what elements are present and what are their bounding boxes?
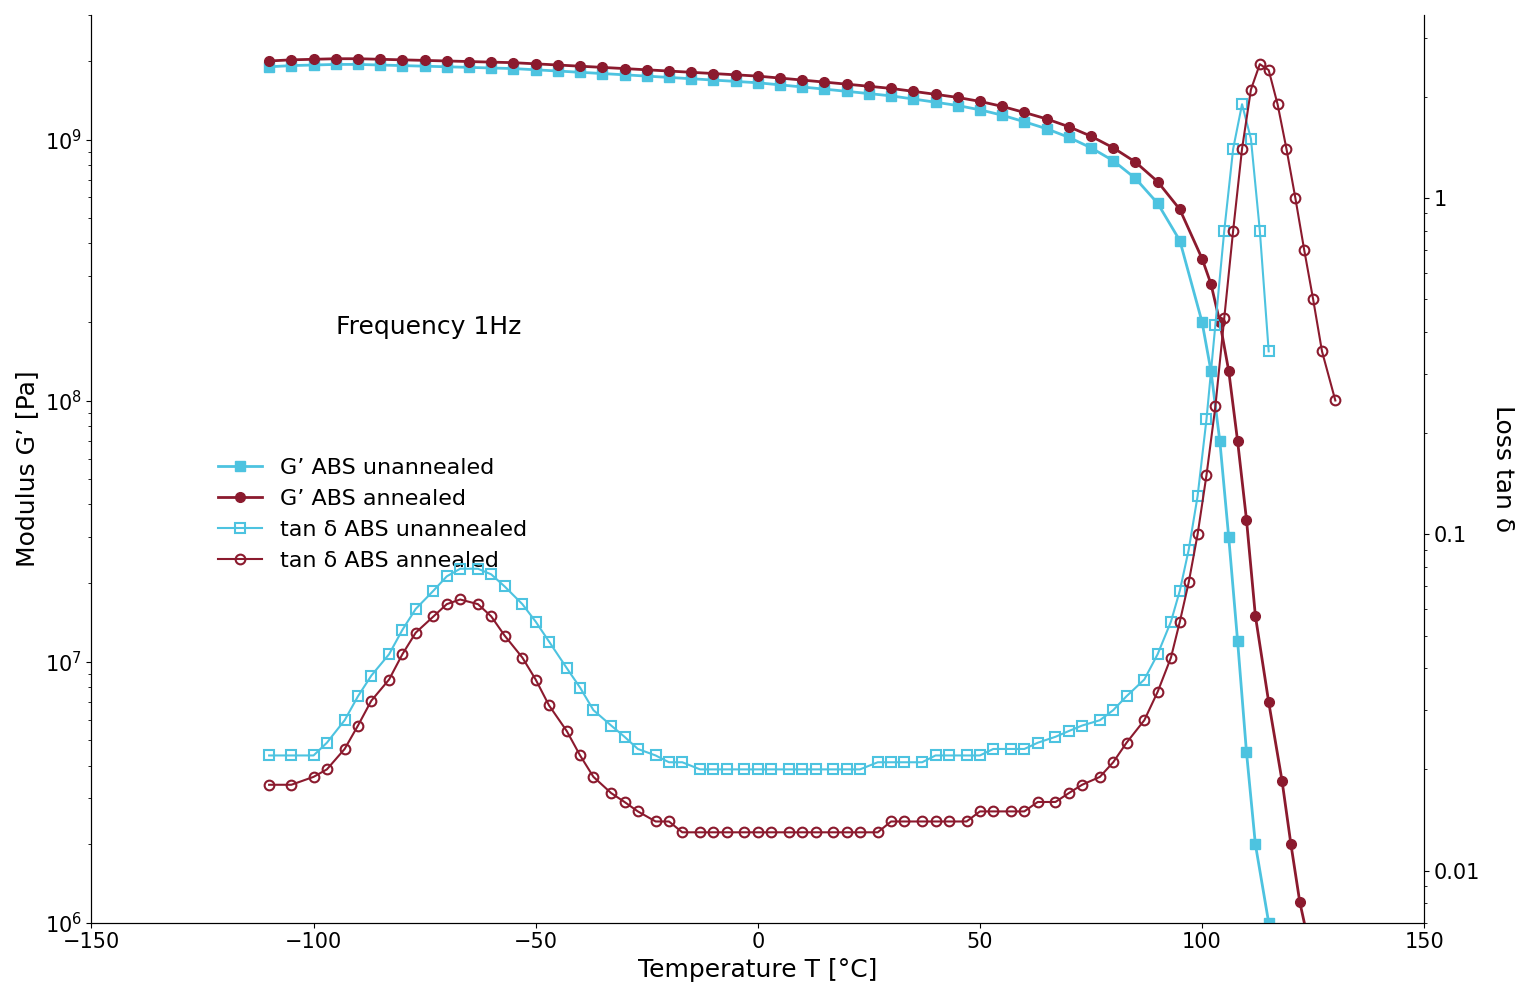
G’ ABS unannealed [482, 62, 500, 74]
G’ ABS unannealed [526, 64, 545, 76]
G’ ABS unannealed [860, 88, 878, 100]
tan δ ABS annealed [1250, 58, 1268, 70]
G’ ABS annealed [260, 55, 278, 67]
G’ ABS unannealed [393, 60, 412, 72]
G’ ABS unannealed [727, 76, 745, 88]
G’ ABS unannealed [1037, 123, 1056, 135]
G’ ABS unannealed [638, 70, 656, 82]
G’ ABS unannealed [1170, 234, 1189, 246]
G’ ABS unannealed [659, 72, 678, 84]
G’ ABS unannealed [881, 90, 900, 102]
G’ ABS unannealed [704, 74, 722, 86]
G’ ABS unannealed [993, 110, 1011, 122]
G’ ABS unannealed [1082, 142, 1100, 154]
G’ ABS unannealed [1016, 116, 1034, 128]
G’ ABS unannealed [1193, 316, 1212, 328]
G’ ABS unannealed [1219, 531, 1238, 543]
G’ ABS unannealed [416, 60, 435, 72]
G’ ABS unannealed [1245, 838, 1264, 850]
G’ ABS unannealed [904, 93, 923, 105]
G’ ABS unannealed [326, 59, 344, 71]
G’ ABS annealed [326, 53, 344, 65]
G’ ABS unannealed [771, 79, 789, 91]
tan δ ABS unannealed [260, 750, 278, 762]
G’ ABS annealed [1201, 278, 1219, 290]
tan δ ABS annealed [673, 827, 692, 838]
G’ ABS unannealed [837, 86, 855, 98]
G’ ABS unannealed [970, 104, 988, 116]
tan δ ABS unannealed [629, 743, 647, 755]
tan δ ABS unannealed [1002, 743, 1021, 755]
G’ ABS unannealed [793, 81, 811, 93]
G’ ABS annealed [1037, 113, 1056, 125]
X-axis label: Temperature T [°C]: Temperature T [°C] [638, 958, 878, 982]
Y-axis label: Loss tan δ: Loss tan δ [1492, 406, 1515, 532]
tan δ ABS annealed [1327, 395, 1345, 407]
tan δ ABS unannealed [958, 750, 976, 762]
tan δ ABS annealed [1135, 714, 1154, 726]
G’ ABS unannealed [682, 73, 701, 85]
tan δ ABS unannealed [1215, 224, 1233, 236]
tan δ ABS unannealed [881, 757, 900, 769]
G’ ABS unannealed [438, 61, 456, 73]
G’ ABS unannealed [815, 83, 834, 95]
tan δ ABS annealed [748, 827, 767, 838]
G’ ABS unannealed [282, 60, 300, 72]
G’ ABS unannealed [1126, 172, 1144, 184]
G’ ABS unannealed [594, 68, 612, 80]
tan δ ABS annealed [260, 779, 278, 791]
G’ ABS unannealed [1210, 435, 1229, 447]
G’ ABS annealed [282, 54, 300, 66]
G’ ABS unannealed [1259, 916, 1278, 928]
G’ ABS unannealed [1060, 132, 1079, 144]
G’ ABS unannealed [549, 65, 568, 77]
G’ ABS unannealed [370, 59, 389, 71]
G’ ABS unannealed [304, 59, 323, 71]
Line: G’ ABS annealed: G’ ABS annealed [265, 54, 1340, 997]
G’ ABS unannealed [260, 61, 278, 73]
G’ ABS unannealed [571, 67, 589, 79]
tan δ ABS annealed [762, 827, 780, 838]
G’ ABS unannealed [1149, 197, 1167, 209]
tan δ ABS annealed [557, 725, 575, 737]
G’ ABS unannealed [1238, 746, 1256, 758]
G’ ABS unannealed [505, 63, 523, 75]
G’ ABS unannealed [349, 59, 367, 71]
G’ ABS annealed [727, 69, 745, 81]
G’ ABS annealed [970, 96, 988, 108]
tan δ ABS unannealed [1259, 345, 1278, 357]
Line: tan δ ABS annealed: tan δ ABS annealed [265, 59, 1340, 837]
G’ ABS unannealed [1201, 365, 1219, 377]
Line: tan δ ABS unannealed: tan δ ABS unannealed [265, 100, 1273, 775]
tan δ ABS unannealed [424, 584, 442, 596]
tan δ ABS unannealed [692, 764, 710, 776]
G’ ABS annealed [1082, 131, 1100, 143]
G’ ABS unannealed [1105, 155, 1123, 166]
G’ ABS unannealed [615, 69, 633, 81]
G’ ABS unannealed [1229, 635, 1247, 647]
Text: Frequency 1Hz: Frequency 1Hz [335, 315, 522, 339]
G’ ABS unannealed [748, 77, 767, 89]
G’ ABS unannealed [926, 97, 944, 109]
G’ ABS unannealed [461, 62, 479, 74]
Y-axis label: Modulus G’ [Pa]: Modulus G’ [Pa] [15, 371, 38, 567]
tan δ ABS unannealed [1233, 99, 1252, 111]
Line: G’ ABS unannealed: G’ ABS unannealed [265, 60, 1273, 927]
tan δ ABS annealed [584, 771, 603, 783]
tan δ ABS annealed [958, 816, 976, 828]
Legend: G’ ABS unannealed, G’ ABS annealed, tan δ ABS unannealed, tan δ ABS annealed: G’ ABS unannealed, G’ ABS annealed, tan … [210, 449, 537, 580]
G’ ABS unannealed [949, 100, 967, 112]
